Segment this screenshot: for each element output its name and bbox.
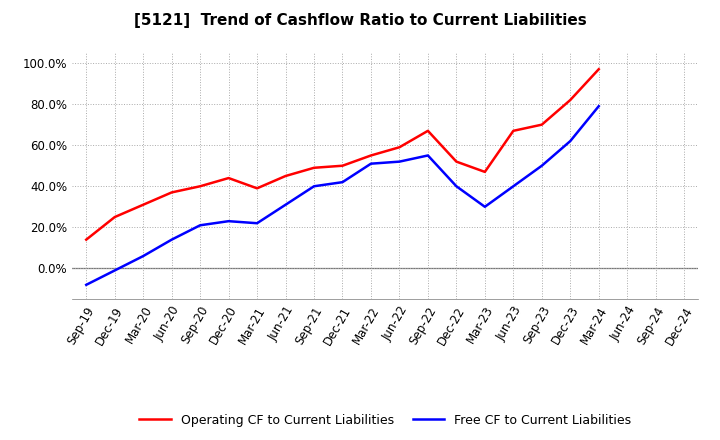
Operating CF to Current Liabilities bbox=[253, 186, 261, 191]
Operating CF to Current Liabilities bbox=[566, 97, 575, 103]
Line: Free CF to Current Liabilities: Free CF to Current Liabilities bbox=[86, 106, 599, 285]
Operating CF to Current Liabilities bbox=[509, 128, 518, 133]
Free CF to Current Liabilities bbox=[395, 159, 404, 164]
Operating CF to Current Liabilities bbox=[110, 214, 119, 220]
Operating CF to Current Liabilities bbox=[282, 173, 290, 179]
Free CF to Current Liabilities bbox=[310, 183, 318, 189]
Free CF to Current Liabilities bbox=[423, 153, 432, 158]
Operating CF to Current Liabilities bbox=[366, 153, 375, 158]
Operating CF to Current Liabilities bbox=[225, 176, 233, 181]
Line: Operating CF to Current Liabilities: Operating CF to Current Liabilities bbox=[86, 69, 599, 240]
Free CF to Current Liabilities bbox=[566, 139, 575, 144]
Operating CF to Current Liabilities bbox=[480, 169, 489, 175]
Free CF to Current Liabilities bbox=[110, 268, 119, 273]
Free CF to Current Liabilities bbox=[139, 253, 148, 259]
Free CF to Current Liabilities bbox=[480, 204, 489, 209]
Text: [5121]  Trend of Cashflow Ratio to Current Liabilities: [5121] Trend of Cashflow Ratio to Curren… bbox=[134, 13, 586, 28]
Free CF to Current Liabilities bbox=[366, 161, 375, 166]
Free CF to Current Liabilities bbox=[282, 202, 290, 207]
Free CF to Current Liabilities bbox=[225, 219, 233, 224]
Operating CF to Current Liabilities bbox=[395, 145, 404, 150]
Free CF to Current Liabilities bbox=[82, 282, 91, 287]
Operating CF to Current Liabilities bbox=[595, 66, 603, 72]
Operating CF to Current Liabilities bbox=[338, 163, 347, 169]
Operating CF to Current Liabilities bbox=[139, 202, 148, 207]
Operating CF to Current Liabilities bbox=[452, 159, 461, 164]
Free CF to Current Liabilities bbox=[253, 220, 261, 226]
Operating CF to Current Liabilities bbox=[423, 128, 432, 133]
Operating CF to Current Liabilities bbox=[196, 183, 204, 189]
Free CF to Current Liabilities bbox=[537, 163, 546, 169]
Free CF to Current Liabilities bbox=[167, 237, 176, 242]
Operating CF to Current Liabilities bbox=[82, 237, 91, 242]
Free CF to Current Liabilities bbox=[338, 180, 347, 185]
Free CF to Current Liabilities bbox=[452, 183, 461, 189]
Operating CF to Current Liabilities bbox=[167, 190, 176, 195]
Free CF to Current Liabilities bbox=[509, 183, 518, 189]
Legend: Operating CF to Current Liabilities, Free CF to Current Liabilities: Operating CF to Current Liabilities, Fre… bbox=[135, 409, 636, 432]
Free CF to Current Liabilities bbox=[595, 103, 603, 109]
Operating CF to Current Liabilities bbox=[310, 165, 318, 170]
Free CF to Current Liabilities bbox=[196, 223, 204, 228]
Operating CF to Current Liabilities bbox=[537, 122, 546, 127]
